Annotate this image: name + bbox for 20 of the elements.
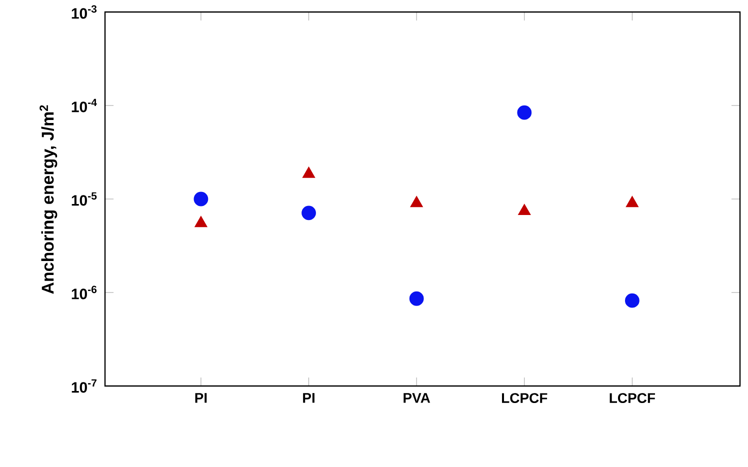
x-tick-label: LCPCF bbox=[610, 393, 655, 403]
x-tick-label: PI bbox=[303, 393, 314, 403]
x-tick-label: PVA bbox=[404, 393, 430, 403]
point bbox=[410, 196, 423, 208]
y-axis-title: Anchoring energy, J/m$^{2}$ bbox=[40, 105, 58, 294]
point bbox=[625, 293, 640, 308]
point bbox=[409, 291, 424, 306]
point bbox=[626, 196, 638, 208]
point bbox=[518, 204, 531, 216]
y-tick-label: 10$^{-6}$ bbox=[72, 286, 97, 300]
y-tick-label: 10$^{-7}$ bbox=[72, 379, 96, 393]
y-tick-label: 10$^{-3}$ bbox=[72, 5, 97, 19]
x-tick-label: LCPCF bbox=[502, 393, 548, 403]
y-tick-label: 10$^{-4}$ bbox=[72, 98, 97, 112]
point bbox=[302, 166, 316, 178]
point bbox=[302, 206, 316, 220]
x-tick-label: PI bbox=[195, 393, 207, 403]
point bbox=[194, 216, 208, 228]
y-tick-label: 10$^{-5}$ bbox=[72, 192, 97, 206]
point bbox=[194, 192, 208, 206]
